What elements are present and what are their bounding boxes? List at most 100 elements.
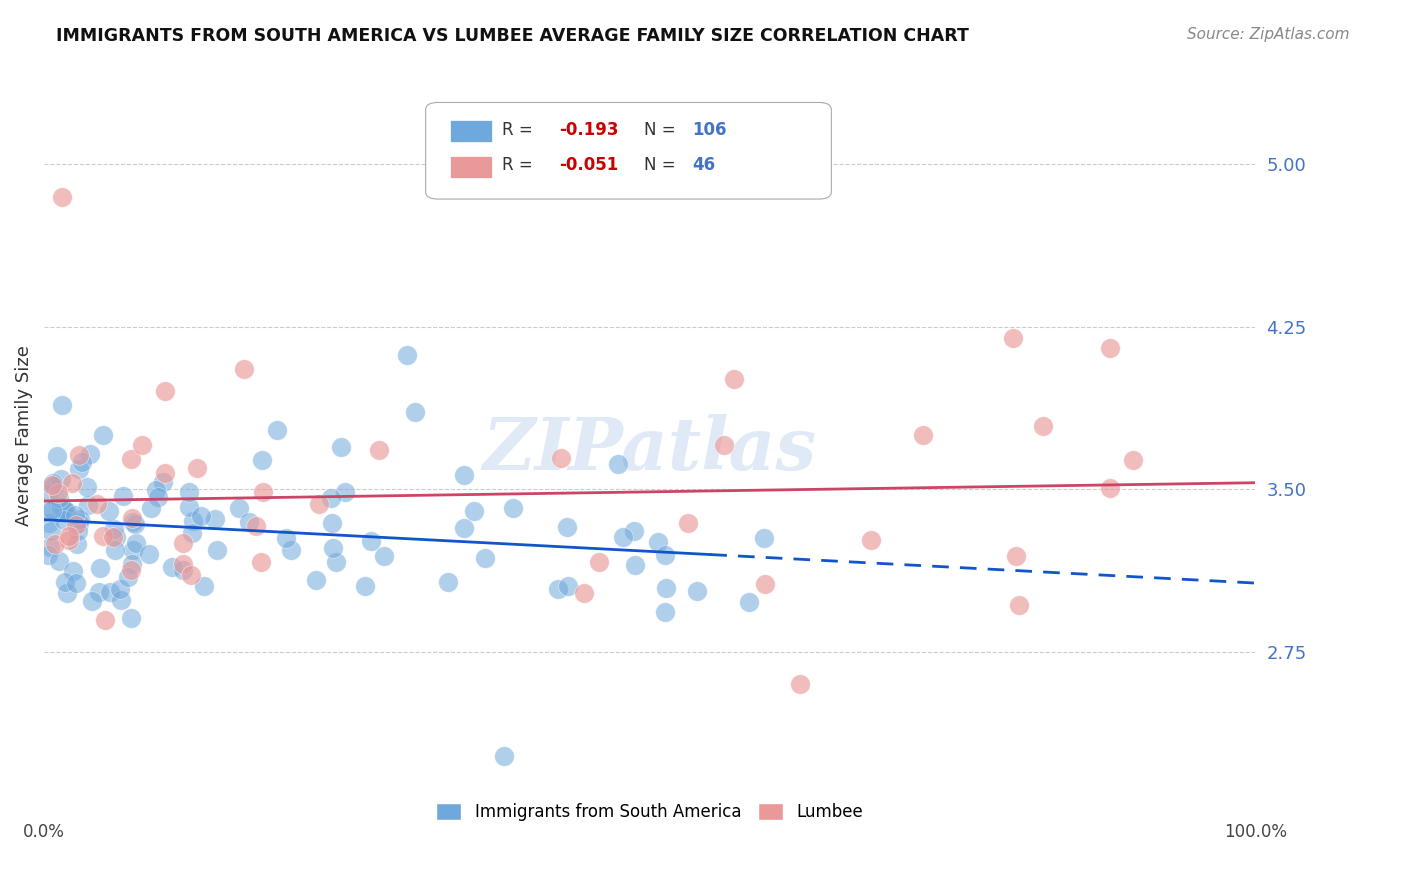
Lumbee	[121, 510, 143, 524]
Lumbee	[44, 537, 66, 551]
Immigrants from South America	[404, 405, 426, 419]
Immigrants from South America	[121, 543, 143, 558]
Lumbee	[103, 530, 125, 544]
Immigrants from South America	[139, 500, 162, 515]
Lumbee	[1002, 330, 1025, 344]
Lumbee	[41, 477, 63, 491]
Immigrants from South America	[62, 564, 84, 578]
Immigrants from South America	[228, 500, 250, 515]
Lumbee	[69, 448, 91, 462]
Lumbee	[120, 451, 142, 466]
Immigrants from South America	[89, 561, 111, 575]
Immigrants from South America	[555, 520, 578, 534]
Lumbee	[233, 362, 256, 376]
Immigrants from South America	[474, 551, 496, 566]
Immigrants from South America	[177, 485, 200, 500]
Immigrants from South America	[354, 578, 377, 592]
Lumbee	[723, 372, 745, 386]
Immigrants from South America	[112, 489, 135, 503]
Lumbee	[153, 384, 176, 398]
Lumbee	[1122, 452, 1144, 467]
Immigrants from South America	[122, 515, 145, 529]
Immigrants from South America	[77, 498, 100, 512]
Immigrants from South America	[612, 530, 634, 544]
Text: Source: ZipAtlas.com: Source: ZipAtlas.com	[1187, 27, 1350, 42]
Immigrants from South America	[49, 472, 72, 486]
Lumbee	[911, 427, 934, 442]
Lumbee	[1032, 419, 1054, 434]
Immigrants from South America	[333, 485, 356, 500]
Lumbee	[186, 461, 208, 475]
Immigrants from South America	[152, 475, 174, 489]
Immigrants from South America	[607, 457, 630, 471]
Lumbee	[1007, 599, 1029, 613]
Immigrants from South America	[97, 504, 120, 518]
Immigrants from South America	[51, 398, 73, 412]
Immigrants from South America	[373, 549, 395, 563]
Immigrants from South America	[117, 570, 139, 584]
Immigrants from South America	[193, 579, 215, 593]
Immigrants from South America	[322, 541, 344, 555]
Immigrants from South America	[124, 516, 146, 531]
Immigrants from South America	[252, 452, 274, 467]
Immigrants from South America	[437, 575, 460, 590]
Lumbee	[58, 529, 80, 543]
Immigrants from South America	[180, 526, 202, 541]
Text: -0.193: -0.193	[558, 120, 619, 138]
Immigrants from South America	[52, 513, 75, 527]
Lumbee	[120, 563, 142, 577]
Immigrants from South America	[65, 575, 87, 590]
Y-axis label: Average Family Size: Average Family Size	[15, 344, 32, 525]
Text: R =: R =	[502, 156, 533, 175]
Immigrants from South America	[547, 582, 569, 596]
Immigrants from South America	[138, 548, 160, 562]
Immigrants from South America	[557, 579, 579, 593]
Immigrants from South America	[42, 479, 65, 493]
Immigrants from South America	[52, 501, 75, 516]
Lumbee	[1098, 481, 1121, 495]
Immigrants from South America	[453, 521, 475, 535]
Immigrants from South America	[623, 524, 645, 538]
Text: N =: N =	[644, 120, 675, 138]
Immigrants from South America	[108, 582, 131, 596]
Immigrants from South America	[172, 563, 194, 577]
Lumbee	[713, 438, 735, 452]
Legend: Immigrants from South America, Lumbee: Immigrants from South America, Lumbee	[430, 796, 870, 828]
Immigrants from South America	[205, 542, 228, 557]
Lumbee	[588, 555, 610, 569]
Immigrants from South America	[91, 428, 114, 442]
Immigrants from South America	[110, 593, 132, 607]
Lumbee	[754, 577, 776, 591]
Immigrants from South America	[654, 605, 676, 619]
FancyBboxPatch shape	[426, 103, 831, 199]
Immigrants from South America	[67, 462, 90, 476]
Immigrants from South America	[56, 586, 79, 600]
Immigrants from South America	[103, 522, 125, 536]
Immigrants from South America	[319, 491, 342, 505]
Immigrants from South America	[38, 516, 60, 531]
FancyBboxPatch shape	[450, 120, 492, 142]
Immigrants from South America	[45, 449, 67, 463]
Immigrants from South America	[41, 503, 63, 517]
FancyBboxPatch shape	[450, 156, 492, 178]
Lumbee	[245, 519, 267, 533]
Text: 46: 46	[692, 156, 716, 175]
Immigrants from South America	[66, 524, 89, 539]
Lumbee	[46, 486, 69, 500]
Text: IMMIGRANTS FROM SOUTH AMERICA VS LUMBEE AVERAGE FAMILY SIZE CORRELATION CHART: IMMIGRANTS FROM SOUTH AMERICA VS LUMBEE …	[56, 27, 969, 45]
Lumbee	[172, 535, 194, 549]
Immigrants from South America	[42, 476, 65, 491]
Immigrants from South America	[52, 503, 75, 517]
Lumbee	[131, 438, 153, 452]
Immigrants from South America	[266, 423, 288, 437]
Immigrants from South America	[654, 548, 676, 562]
Immigrants from South America	[67, 516, 90, 531]
Text: R =: R =	[502, 120, 533, 138]
Immigrants from South America	[37, 549, 59, 563]
Immigrants from South America	[181, 515, 204, 529]
Lumbee	[860, 533, 883, 547]
Lumbee	[58, 533, 80, 547]
Immigrants from South America	[238, 515, 260, 529]
Immigrants from South America	[190, 509, 212, 524]
Immigrants from South America	[305, 574, 328, 588]
